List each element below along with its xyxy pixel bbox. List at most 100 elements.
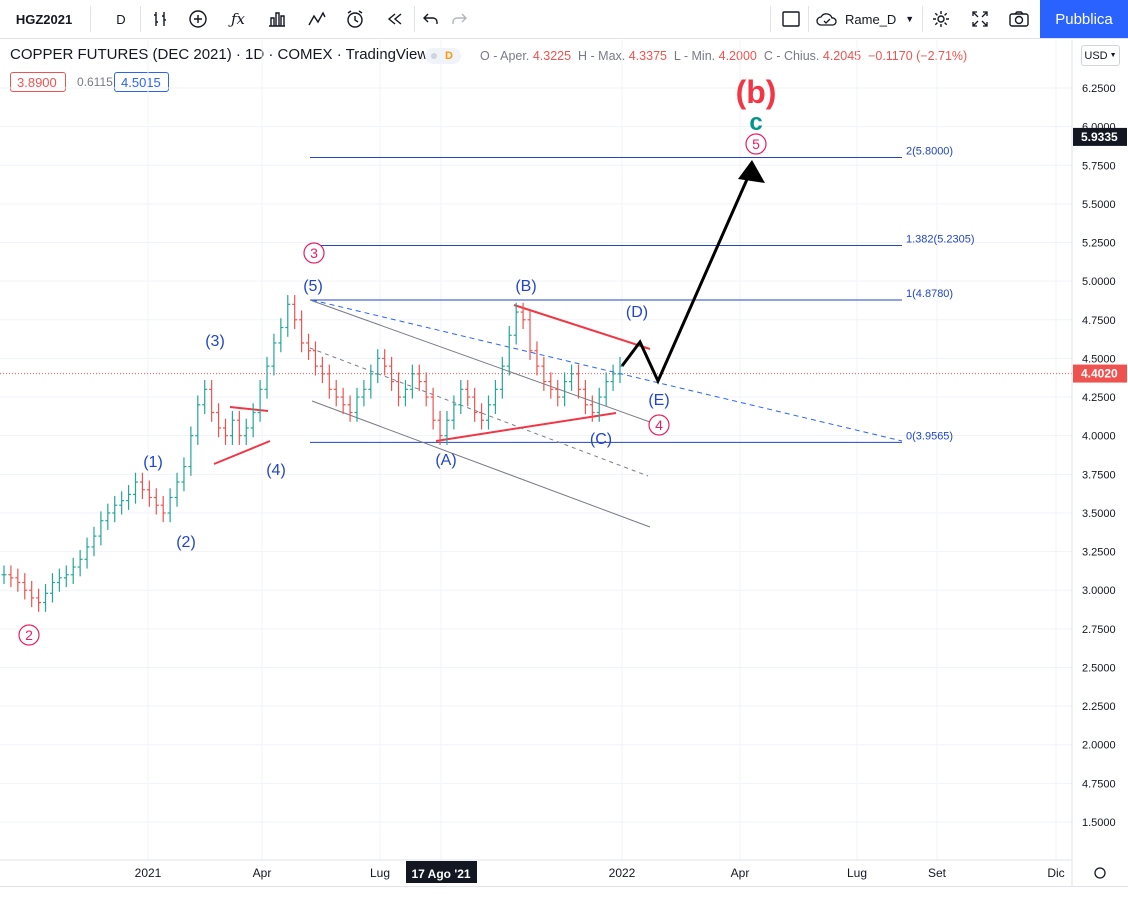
toolbar-divider xyxy=(808,6,809,32)
y-tick-label: 2.7500 xyxy=(1082,624,1116,636)
wedge-lower-line xyxy=(213,440,271,465)
low-label: L - Min. xyxy=(673,49,716,63)
close-value: 4.2045 xyxy=(822,49,862,63)
low-value: 4.2000 xyxy=(718,49,757,63)
x-tick-label: Apr xyxy=(253,866,272,880)
chart-type-icon[interactable] xyxy=(146,0,176,38)
fullscreen-icon[interactable] xyxy=(965,0,995,38)
y-tick-label: 3.7500 xyxy=(1082,469,1116,481)
projection-path xyxy=(620,167,754,385)
crosshair-date-label: 17 Ago '21 xyxy=(411,867,470,881)
y-tick-label: 3.0000 xyxy=(1082,585,1116,597)
close-label: C - Chius. xyxy=(763,49,820,63)
ask-price-button[interactable]: 4.5015 xyxy=(114,72,169,92)
replay-icon[interactable] xyxy=(380,0,410,38)
toolbar-divider xyxy=(140,6,141,32)
wave-label: (C) xyxy=(590,431,612,448)
projection-arrowhead xyxy=(738,160,765,183)
symbol-search-button[interactable]: HGZ2021 xyxy=(15,11,73,27)
y-tick-label: 5.7500 xyxy=(1082,160,1116,172)
wave-label: (3) xyxy=(205,333,225,350)
high-value: 4.3375 xyxy=(628,49,667,63)
open-value: 4.3225 xyxy=(532,49,572,63)
y-tick-label: 4.5000 xyxy=(1082,353,1116,365)
y-tick-label: 2.2500 xyxy=(1082,701,1116,713)
wave-label: (A) xyxy=(435,452,456,469)
chart-grid xyxy=(0,40,1072,860)
chevron-down-icon: ▼ xyxy=(905,14,915,24)
layout-select-icon[interactable] xyxy=(776,0,806,38)
toolbar-divider xyxy=(770,6,771,32)
delayed-badge: D xyxy=(425,48,461,64)
wave-label: (5) xyxy=(303,278,323,295)
time-axis: 2021 Apr Lug 17 Ago '21 2022 Apr Lug Set Dic xyxy=(0,859,1106,883)
toolbar-divider xyxy=(90,6,91,32)
major-wave-circle xyxy=(648,414,670,436)
wave-b-label: (b) xyxy=(736,74,777,110)
triangle-upper-line xyxy=(513,304,651,350)
channel-upper-line xyxy=(309,299,651,423)
major-wave-label: 5 xyxy=(752,136,760,152)
indicators-icon[interactable]: ƒx xyxy=(230,10,245,28)
wave-label: (D) xyxy=(626,304,648,321)
major-wave-circle xyxy=(18,624,40,646)
dashed-trend-line xyxy=(311,299,903,442)
price-axis: 6.2500 6.0000 5.7500 5.5000 5.2500 5.0000 4.75… xyxy=(1071,40,1127,886)
chart-drawings: 2(5.8000) 1.382(5.2305) 1(4.8780) 0(3.9565) xyxy=(0,146,1072,528)
y-tick-label: 2.0000 xyxy=(1082,740,1116,752)
triangle-lower-line xyxy=(435,412,617,442)
toolbar-divider xyxy=(922,6,923,32)
undo-icon[interactable] xyxy=(416,0,446,38)
price-bars xyxy=(1,295,623,612)
wave-label: (4) xyxy=(266,462,286,479)
x-tick-label: Lug xyxy=(847,866,867,880)
wave-label: (1) xyxy=(143,454,163,471)
bottom-toolbar xyxy=(0,886,1128,905)
toolbar-divider xyxy=(414,6,415,32)
open-label: O - Aper. xyxy=(480,49,530,63)
y-tick-label: 5.5000 xyxy=(1082,199,1116,211)
major-wave-circle xyxy=(303,242,325,264)
chevron-down-icon: ▼ xyxy=(1109,52,1117,59)
redo-icon[interactable] xyxy=(444,0,474,38)
fib-level-label: 0(3.9565) xyxy=(906,430,953,442)
major-wave-label: 2 xyxy=(25,627,33,643)
y-tick-label: 5.2500 xyxy=(1082,238,1116,250)
currency-select[interactable]: USD ▼ xyxy=(1081,45,1120,66)
last-price-label: 4.4020 xyxy=(1081,367,1118,381)
major-wave-circle xyxy=(745,133,767,155)
wave-c-label: c xyxy=(749,109,762,136)
alert-icon[interactable] xyxy=(340,0,370,38)
y-tick-label: 4.7500 xyxy=(1082,315,1116,327)
y-tick-label: 1.5000 xyxy=(1082,817,1116,829)
templates-icon[interactable] xyxy=(262,0,292,38)
target-price-box xyxy=(1073,127,1127,146)
x-tick-label: Apr xyxy=(731,866,750,880)
major-wave-label: 3 xyxy=(310,245,318,261)
x-tick-label: Set xyxy=(928,866,947,880)
crosshair-date-box xyxy=(406,861,477,883)
last-price-box xyxy=(1073,364,1127,383)
target-price-label: 5.9335 xyxy=(1081,130,1118,144)
camera-icon[interactable] xyxy=(1004,0,1034,38)
bid-price-button[interactable]: 3.8900 xyxy=(10,72,66,92)
publish-button[interactable]: Pubblica xyxy=(1040,0,1128,38)
wave-label: (B) xyxy=(515,278,536,295)
y-tick-label: 4.7500 xyxy=(1082,778,1116,790)
strategy-icon[interactable] xyxy=(302,0,332,38)
channel-mid-line xyxy=(309,347,649,477)
layout-name-button[interactable]: Rame_D ▼ xyxy=(815,0,920,38)
fib-level-label: 1(4.8780) xyxy=(906,288,953,300)
y-tick-label: 6.2500 xyxy=(1082,83,1116,95)
add-compare-icon[interactable] xyxy=(183,0,213,38)
change-value: −0.1170 (−2.71%) xyxy=(868,49,968,63)
delayed-badge-label: D xyxy=(445,50,453,62)
wave-annotations: (1) (2) (3) (4) (5) (A) (B) (C) (D) (E) 2 3 4 5c(b) xyxy=(18,74,777,646)
interval-button[interactable]: D xyxy=(116,11,126,27)
high-label: H - Max. xyxy=(578,49,626,63)
fib-level-label: 1.382(5.2305) xyxy=(906,234,975,246)
settings-gear-icon[interactable] xyxy=(926,0,956,38)
y-tick-label: 4.0000 xyxy=(1082,431,1116,443)
y-tick-label: 3.5000 xyxy=(1082,508,1116,520)
